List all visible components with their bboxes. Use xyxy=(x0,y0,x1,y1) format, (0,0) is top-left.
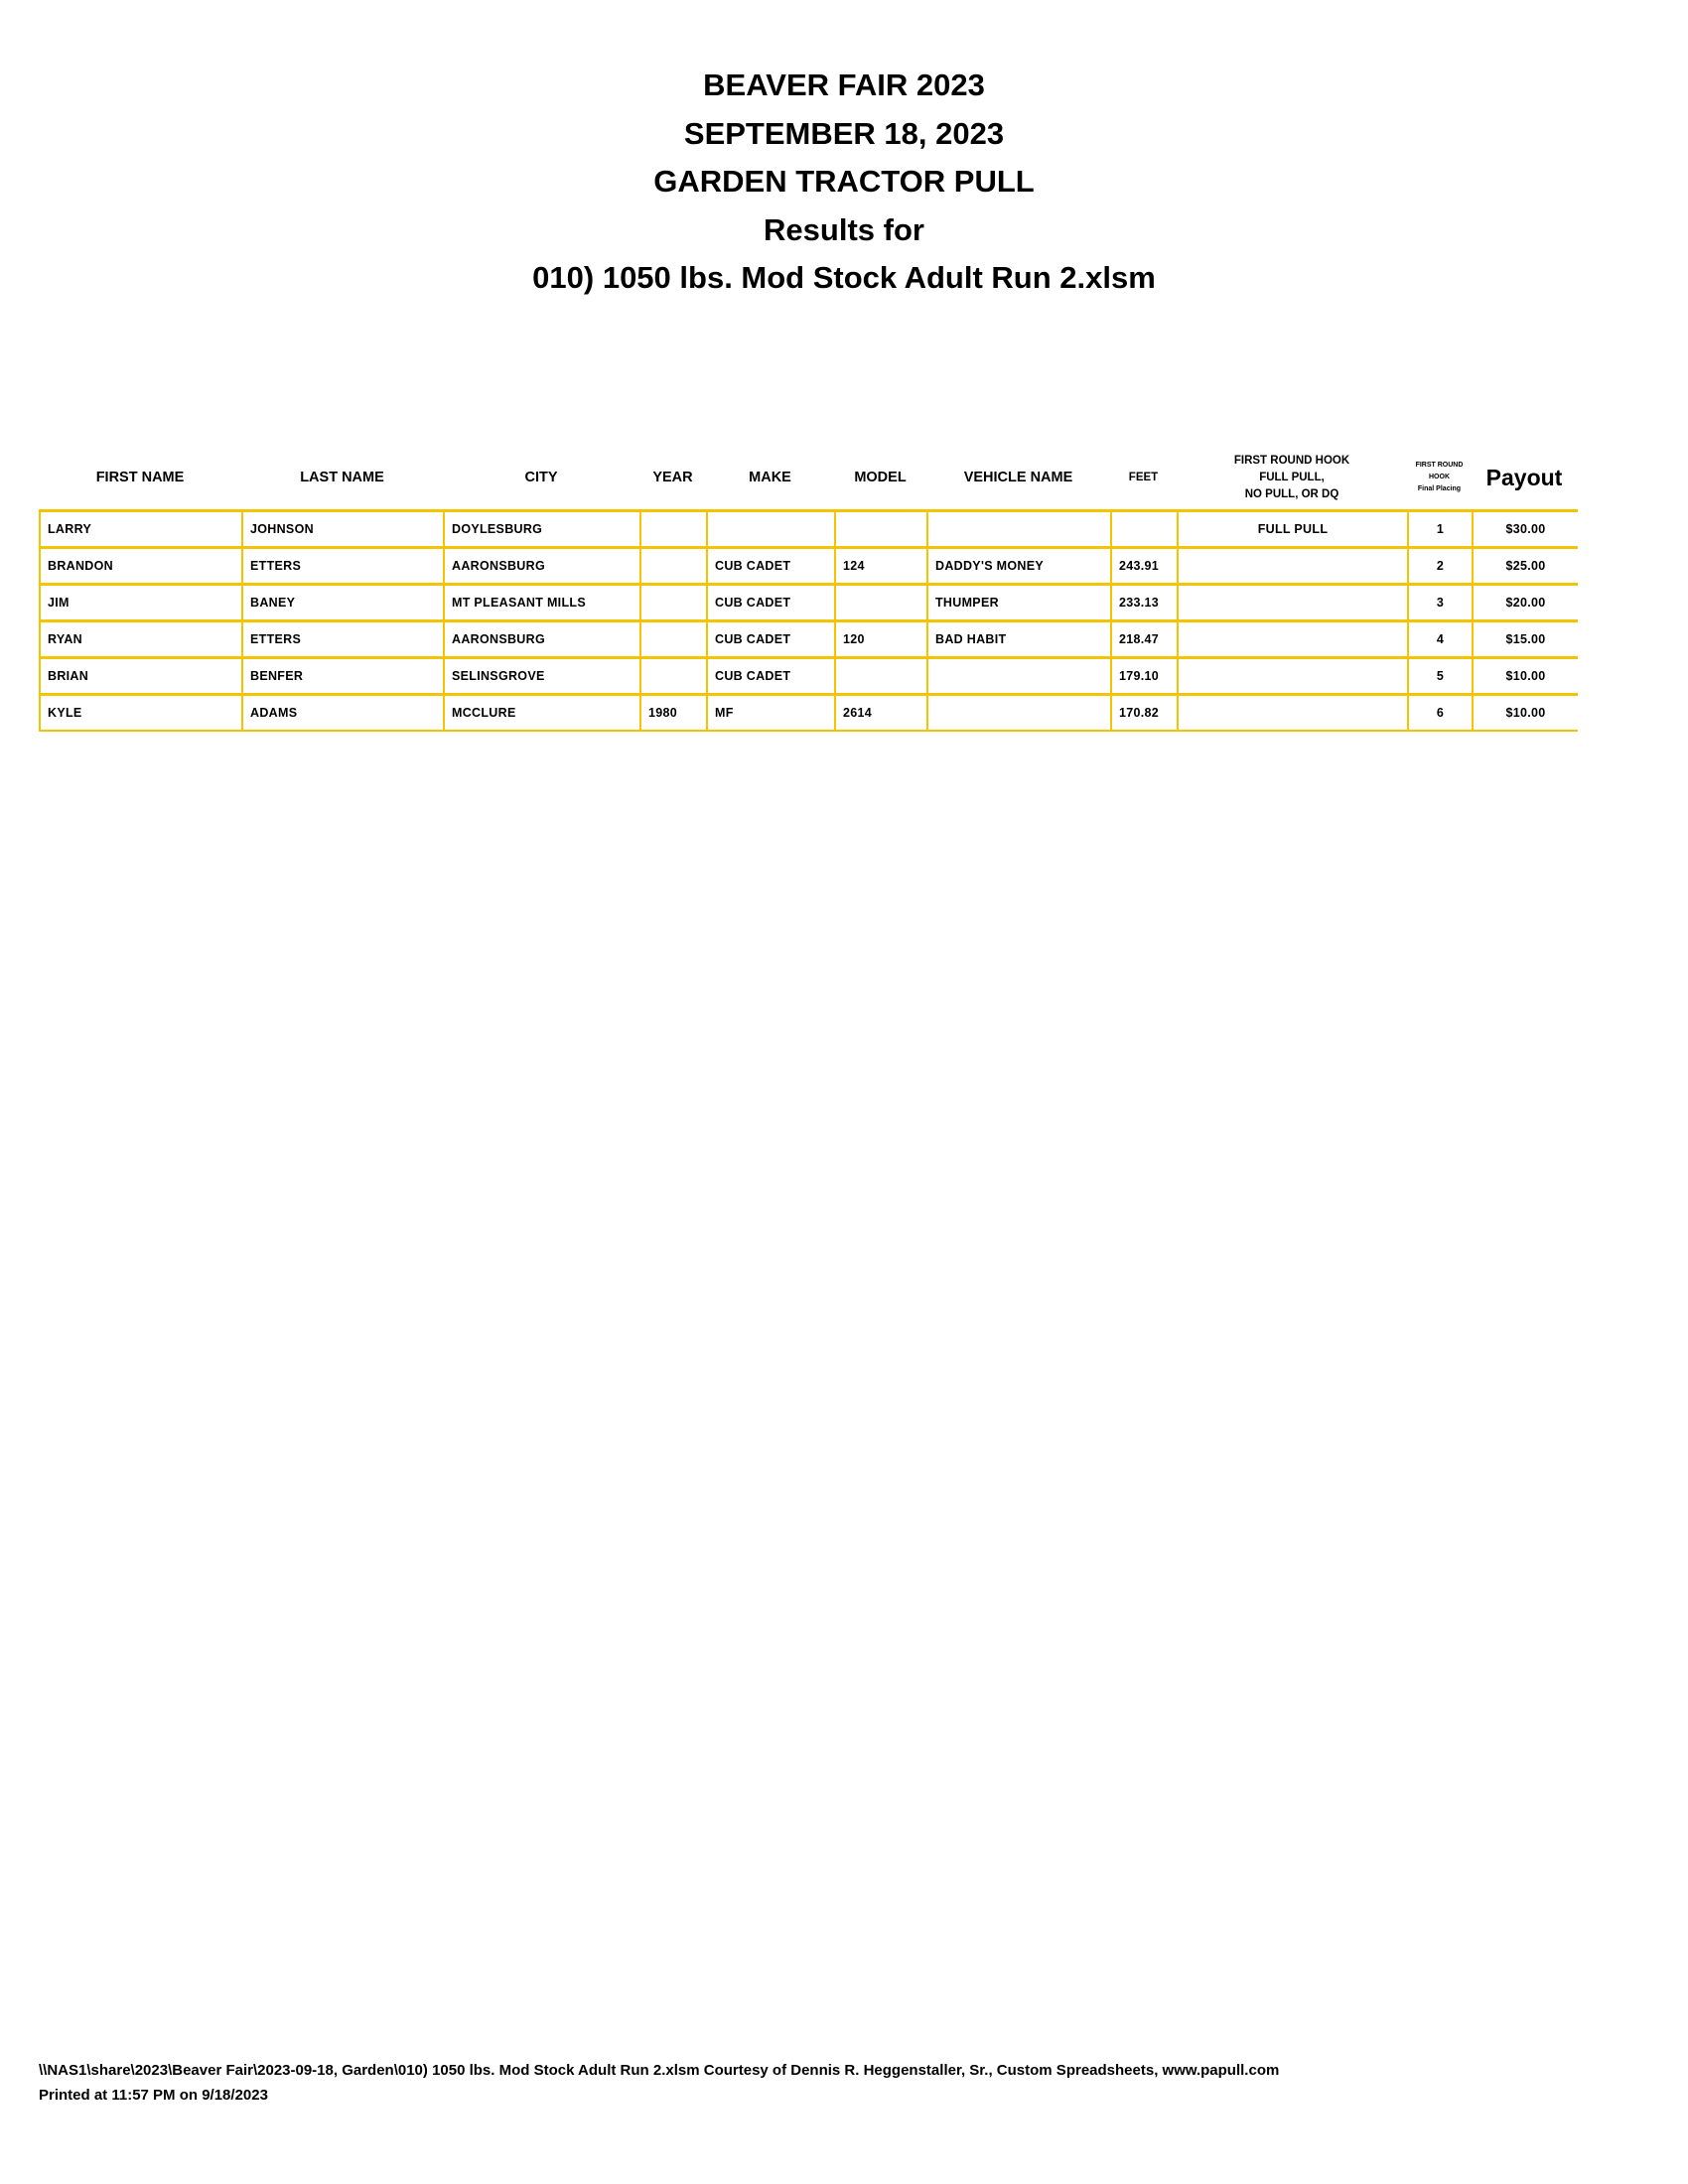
page-footer: \\NAS1\share\2023\Beaver Fair\2023-09-18… xyxy=(39,2058,1279,2108)
printed-timestamp: Printed at 11:57 PM on 9/18/2023 xyxy=(39,2087,268,2104)
results-table: LARRY JOHNSON DOYLESBURG FULL PULL 1 $30.00 BR… xyxy=(39,509,1578,732)
cell-vehicle-name xyxy=(926,509,1112,549)
cell-model xyxy=(834,583,928,622)
col-first-name: FIRST NAME xyxy=(95,470,185,485)
cell-feet: 218.47 xyxy=(1110,619,1179,659)
event-type: GARDEN TRACTOR PULL xyxy=(653,164,1035,199)
cell-feet: 233.13 xyxy=(1110,583,1179,622)
placing-header-line1: FIRST ROUND xyxy=(1415,462,1464,469)
cell-model xyxy=(834,656,928,696)
cell-hook-result xyxy=(1177,656,1409,696)
cell-hook-result xyxy=(1177,619,1409,659)
results-for-label: Results for xyxy=(764,211,924,247)
placing-header-line2: HOOK xyxy=(1429,474,1450,480)
cell-first-name: LARRY xyxy=(39,509,243,549)
cell-payout: $20.00 xyxy=(1472,583,1578,622)
cell-last-name: BANEY xyxy=(241,583,445,622)
cell-last-name: JOHNSON xyxy=(241,509,445,549)
cell-make: CUB CADET xyxy=(706,619,836,659)
hook-header-line2: FULL PULL, xyxy=(1259,471,1325,483)
cell-final-placing: 1 xyxy=(1407,509,1474,549)
cell-final-placing: 5 xyxy=(1407,656,1474,696)
cell-year xyxy=(639,619,708,659)
cell-feet: 179.10 xyxy=(1110,656,1179,696)
col-final-placing: FIRST ROUND HOOK Final Placing xyxy=(1407,447,1472,508)
cell-vehicle-name: THUMPER xyxy=(926,583,1112,622)
table-row: JIM BANEY MT PLEASANT MILLS CUB CADET THUMPE… xyxy=(39,583,1578,622)
cell-year: 1980 xyxy=(639,693,708,732)
table-row: BRIAN BENFER SELINSGROVE CUB CADET 179.10 5 $1… xyxy=(39,656,1578,696)
event-date: SEPTEMBER 18, 2023 xyxy=(683,115,1005,151)
cell-feet: 243.91 xyxy=(1110,546,1179,586)
cell-last-name: ADAMS xyxy=(241,693,445,732)
hook-header-line3: NO PULL, OR DQ xyxy=(1244,487,1339,500)
cell-final-placing: 3 xyxy=(1407,583,1474,622)
cell-last-name: BENFER xyxy=(241,656,445,696)
file-path-credit: \\NAS1\share\2023\Beaver Fair\2023-09-18… xyxy=(39,2062,1280,2079)
cell-vehicle-name: DADDY'S MONEY xyxy=(926,546,1112,586)
cell-make: CUB CADET xyxy=(706,583,836,622)
cell-hook-result xyxy=(1177,693,1409,732)
cell-hook-result xyxy=(1177,546,1409,586)
cell-payout: $10.00 xyxy=(1472,656,1578,696)
cell-make: CUB CADET xyxy=(706,546,836,586)
cell-year xyxy=(639,583,708,622)
cell-vehicle-name: BAD HABIT xyxy=(926,619,1112,659)
cell-feet: 170.82 xyxy=(1110,693,1179,732)
cell-model: 2614 xyxy=(834,693,928,732)
cell-make: MF xyxy=(706,693,836,732)
table-row: RYAN ETTERS AARONSBURG CUB CADET 120 BAD HABI… xyxy=(39,619,1578,659)
cell-city: AARONSBURG xyxy=(443,546,641,586)
cell-model xyxy=(834,509,928,549)
hook-header-line1: FIRST ROUND HOOK xyxy=(1233,454,1350,467)
cell-payout: $10.00 xyxy=(1472,693,1578,732)
cell-city: MCCLURE xyxy=(443,693,641,732)
table-row: BRANDON ETTERS AARONSBURG CUB CADET 124 DADDY… xyxy=(39,546,1578,586)
col-payout: Payout xyxy=(1485,465,1563,490)
col-make: MAKE xyxy=(749,470,791,485)
cell-hook-result: FULL PULL xyxy=(1177,509,1409,549)
cell-first-name: BRANDON xyxy=(39,546,243,586)
cell-last-name: ETTERS xyxy=(241,619,445,659)
table-row: KYLE ADAMS MCCLURE 1980 MF 2614 170.82 6 $10.00 xyxy=(39,693,1578,732)
cell-hook-result xyxy=(1177,583,1409,622)
col-city: CITY xyxy=(524,470,558,485)
cell-year xyxy=(639,509,708,549)
event-title: BEAVER FAIR 2023 xyxy=(703,68,985,102)
col-vehicle-name: VEHICLE NAME xyxy=(963,470,1073,485)
cell-final-placing: 2 xyxy=(1407,546,1474,586)
cell-model: 120 xyxy=(834,619,928,659)
col-first-round-hook: FIRST ROUND HOOK FULL PULL, NO PULL, OR … xyxy=(1177,447,1407,508)
cell-city: AARONSBURG xyxy=(443,619,641,659)
cell-vehicle-name xyxy=(926,656,1112,696)
class-file-name: 010) 1050 lbs. Mod Stock Adult Run 2.xls… xyxy=(532,260,1156,295)
table-row: LARRY JOHNSON DOYLESBURG FULL PULL 1 $30.00 xyxy=(39,509,1578,549)
cell-last-name: ETTERS xyxy=(241,546,445,586)
cell-city: SELINSGROVE xyxy=(443,656,641,696)
cell-feet xyxy=(1110,509,1179,549)
cell-final-placing: 6 xyxy=(1407,693,1474,732)
cell-vehicle-name xyxy=(926,693,1112,732)
cell-make xyxy=(706,509,836,549)
cell-first-name: RYAN xyxy=(39,619,243,659)
col-last-name: LAST NAME xyxy=(300,470,384,485)
cell-payout: $30.00 xyxy=(1472,509,1578,549)
cell-final-placing: 4 xyxy=(1407,619,1474,659)
cell-first-name: JIM xyxy=(39,583,243,622)
cell-payout: $25.00 xyxy=(1472,546,1578,586)
cell-model: 124 xyxy=(834,546,928,586)
cell-city: DOYLESBURG xyxy=(443,509,641,549)
cell-first-name: KYLE xyxy=(39,693,243,732)
cell-payout: $15.00 xyxy=(1472,619,1578,659)
cell-first-name: BRIAN xyxy=(39,656,243,696)
col-model: MODEL xyxy=(854,470,907,485)
col-year: YEAR xyxy=(652,470,693,485)
cell-city: MT PLEASANT MILLS xyxy=(443,583,641,622)
cell-year xyxy=(639,656,708,696)
cell-year xyxy=(639,546,708,586)
col-feet: FEET xyxy=(1128,471,1159,483)
report-title-block: BEAVER FAIR 2023 SEPTEMBER 18, 2023 GARD… xyxy=(0,62,1688,303)
placing-header-line3: Final Placing xyxy=(1417,485,1462,492)
cell-make: CUB CADET xyxy=(706,656,836,696)
